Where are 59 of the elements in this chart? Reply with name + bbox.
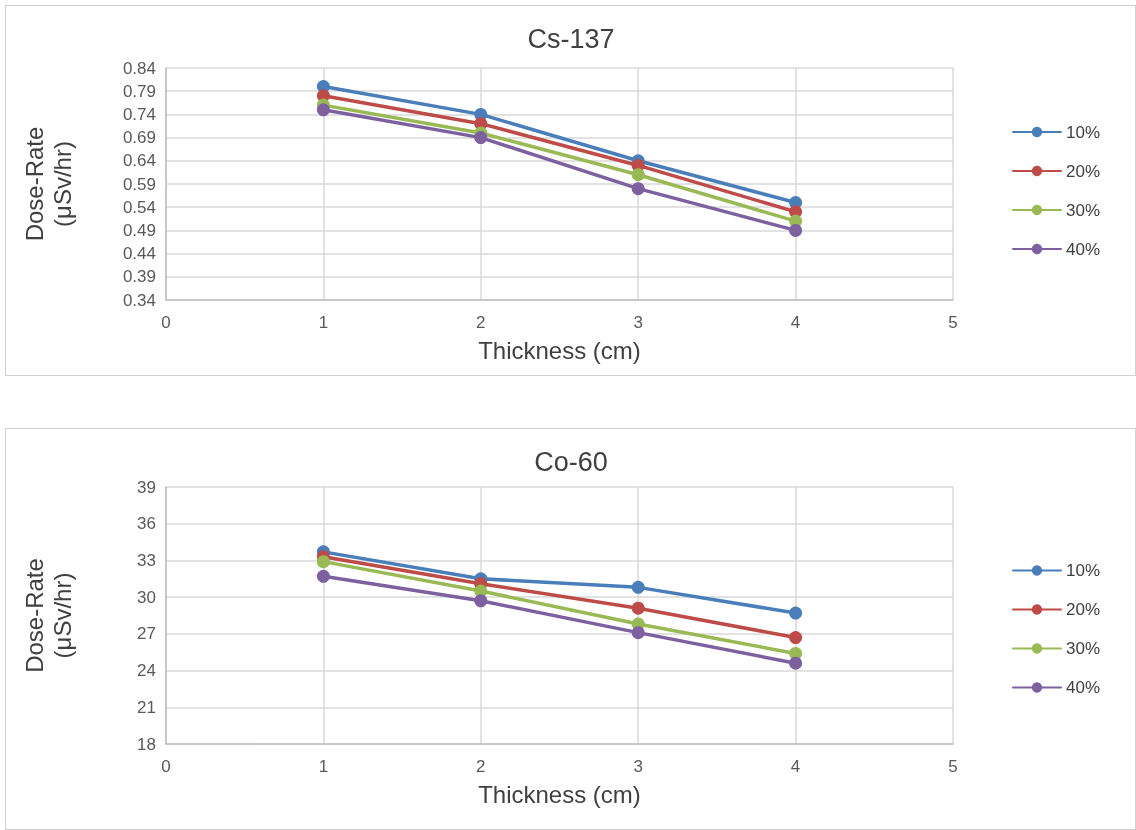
y-tick-label: 30 — [137, 587, 156, 607]
legend-label: 20% — [1065, 600, 1101, 619]
chart-title: Co-60 — [534, 446, 608, 477]
legend-label: 30% — [1065, 200, 1101, 220]
x-tick-label: 0 — [161, 757, 171, 776]
y-tick-label: 0.59 — [122, 174, 156, 194]
y-tick-label: 0.34 — [122, 290, 156, 310]
point — [631, 626, 645, 640]
x-tick-label: 4 — [790, 313, 801, 332]
y-tick-label: 27 — [137, 624, 156, 644]
point — [631, 182, 645, 196]
x-tick-label: 5 — [948, 757, 958, 776]
x-tick-label: 4 — [790, 757, 801, 776]
legend-label: 10% — [1065, 561, 1101, 580]
point — [789, 656, 803, 670]
x-tick-label: 3 — [633, 313, 643, 332]
point — [316, 103, 330, 117]
x-tick-label: 1 — [318, 313, 329, 332]
y-tick-label: 0.84 — [122, 58, 156, 78]
y-tick-label: 24 — [137, 661, 156, 681]
point — [474, 594, 488, 608]
x-tick-label: 3 — [633, 757, 643, 776]
y-axis-title: Dose-Rate (μSv/hr) — [20, 126, 76, 242]
y-tick-label: 21 — [137, 697, 156, 717]
y-tick-label: 18 — [137, 734, 156, 754]
x-tick-label: 2 — [476, 313, 486, 332]
point — [789, 223, 803, 237]
legend-label: 40% — [1065, 678, 1101, 697]
point — [316, 569, 330, 583]
legend-label: 30% — [1065, 639, 1101, 658]
y-tick-label: 0.39 — [122, 267, 156, 287]
x-tick-label: 1 — [318, 757, 329, 776]
point — [631, 601, 645, 615]
point — [474, 131, 488, 145]
y-axis-title: Dose-Rate (μSv/hr) — [20, 558, 76, 673]
y-tick-label: 39 — [137, 477, 156, 497]
chart-title: Cs-137 — [527, 23, 615, 54]
y-tick-label: 0.74 — [122, 104, 156, 124]
y-tick-label: 0.54 — [122, 197, 156, 217]
y-tick-label: 36 — [137, 514, 156, 534]
x-tick-label: 2 — [476, 757, 486, 776]
y-tick-label: 0.79 — [122, 81, 156, 101]
legend-label: 40% — [1065, 239, 1101, 259]
x-tick-label: 0 — [161, 313, 171, 332]
point — [316, 555, 330, 569]
legend-label: 20% — [1065, 161, 1101, 181]
legend-label: 10% — [1065, 122, 1101, 142]
point — [631, 580, 645, 594]
point — [631, 168, 645, 182]
y-tick-label: 0.69 — [122, 128, 156, 148]
y-tick-label: 0.64 — [122, 151, 156, 171]
y-tick-label: 33 — [137, 550, 156, 570]
y-tick-label: 0.44 — [122, 244, 156, 264]
y-tick-label: 0.49 — [122, 220, 156, 240]
x-axis-title: Thickness (cm) — [478, 780, 641, 808]
x-tick-label: 5 — [948, 313, 958, 332]
x-axis-title: Thickness (cm) — [478, 336, 641, 364]
point — [789, 606, 803, 620]
point — [789, 631, 803, 645]
